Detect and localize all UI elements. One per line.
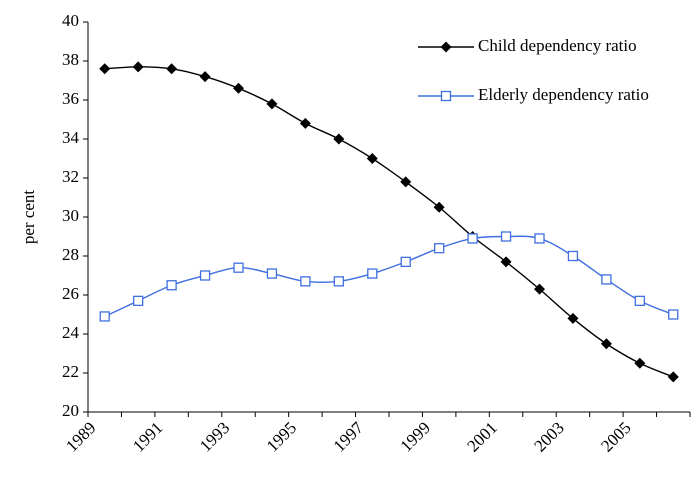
x-tick-label: 1989	[62, 418, 99, 455]
data-point	[434, 243, 445, 254]
data-point	[467, 233, 478, 244]
data-point	[634, 357, 646, 369]
data-point	[367, 268, 378, 279]
data-point	[634, 295, 645, 307]
y-tick-label: 20	[62, 401, 79, 420]
y-tick-label: 32	[62, 167, 79, 186]
data-point	[500, 256, 512, 268]
data-point	[199, 270, 211, 281]
data-point	[601, 274, 612, 285]
y-tick-label: 40	[62, 11, 79, 30]
data-point	[132, 61, 144, 73]
data-point	[99, 311, 110, 322]
data-point	[333, 276, 344, 287]
data-point	[333, 133, 345, 145]
data-point	[567, 312, 579, 324]
y-tick-label: 26	[62, 284, 79, 303]
x-tick-label: 2001	[463, 418, 500, 455]
data-point	[366, 153, 378, 164]
y-tick-label: 24	[62, 323, 80, 342]
series-line	[104, 235, 674, 318]
y-tick-label: 30	[62, 206, 79, 225]
data-point	[400, 256, 411, 268]
data-point	[534, 283, 545, 295]
data-point	[199, 71, 211, 83]
x-tick-label: 2003	[530, 418, 567, 455]
y-tick-label: 28	[62, 245, 79, 264]
x-tick-label: 1997	[330, 418, 368, 456]
y-tick-label: 22	[62, 362, 79, 381]
y-tick-label: 36	[62, 89, 79, 108]
x-tick-label: 2005	[597, 418, 634, 455]
data-point	[500, 231, 512, 242]
data-point	[400, 176, 412, 188]
data-point	[233, 82, 244, 94]
y-tick-label: 34	[62, 128, 80, 147]
data-point	[667, 371, 679, 383]
legend-marker	[440, 41, 452, 53]
data-point	[166, 280, 177, 291]
legend-label: Elderly dependency ratio	[478, 85, 649, 104]
data-point	[233, 262, 244, 273]
data-point	[433, 201, 445, 213]
y-axis-label: per cent	[19, 190, 38, 245]
data-point	[299, 117, 311, 129]
legend-label: Child dependency ratio	[478, 36, 637, 55]
data-point	[266, 268, 278, 279]
data-point	[668, 309, 679, 320]
data-point	[99, 63, 111, 75]
x-tick-label: 1999	[397, 418, 434, 455]
data-point	[300, 276, 311, 287]
legend-marker	[440, 90, 452, 102]
x-tick-label: 1995	[263, 418, 300, 455]
data-point	[166, 63, 178, 75]
data-point	[567, 250, 579, 262]
x-tick-label: 1993	[196, 418, 233, 455]
data-point	[534, 233, 545, 244]
x-tick-label: 1991	[129, 418, 166, 455]
data-point	[266, 98, 278, 110]
data-point	[133, 295, 144, 307]
y-tick-label: 38	[62, 50, 79, 69]
series-line	[104, 66, 674, 378]
data-point	[600, 338, 612, 350]
